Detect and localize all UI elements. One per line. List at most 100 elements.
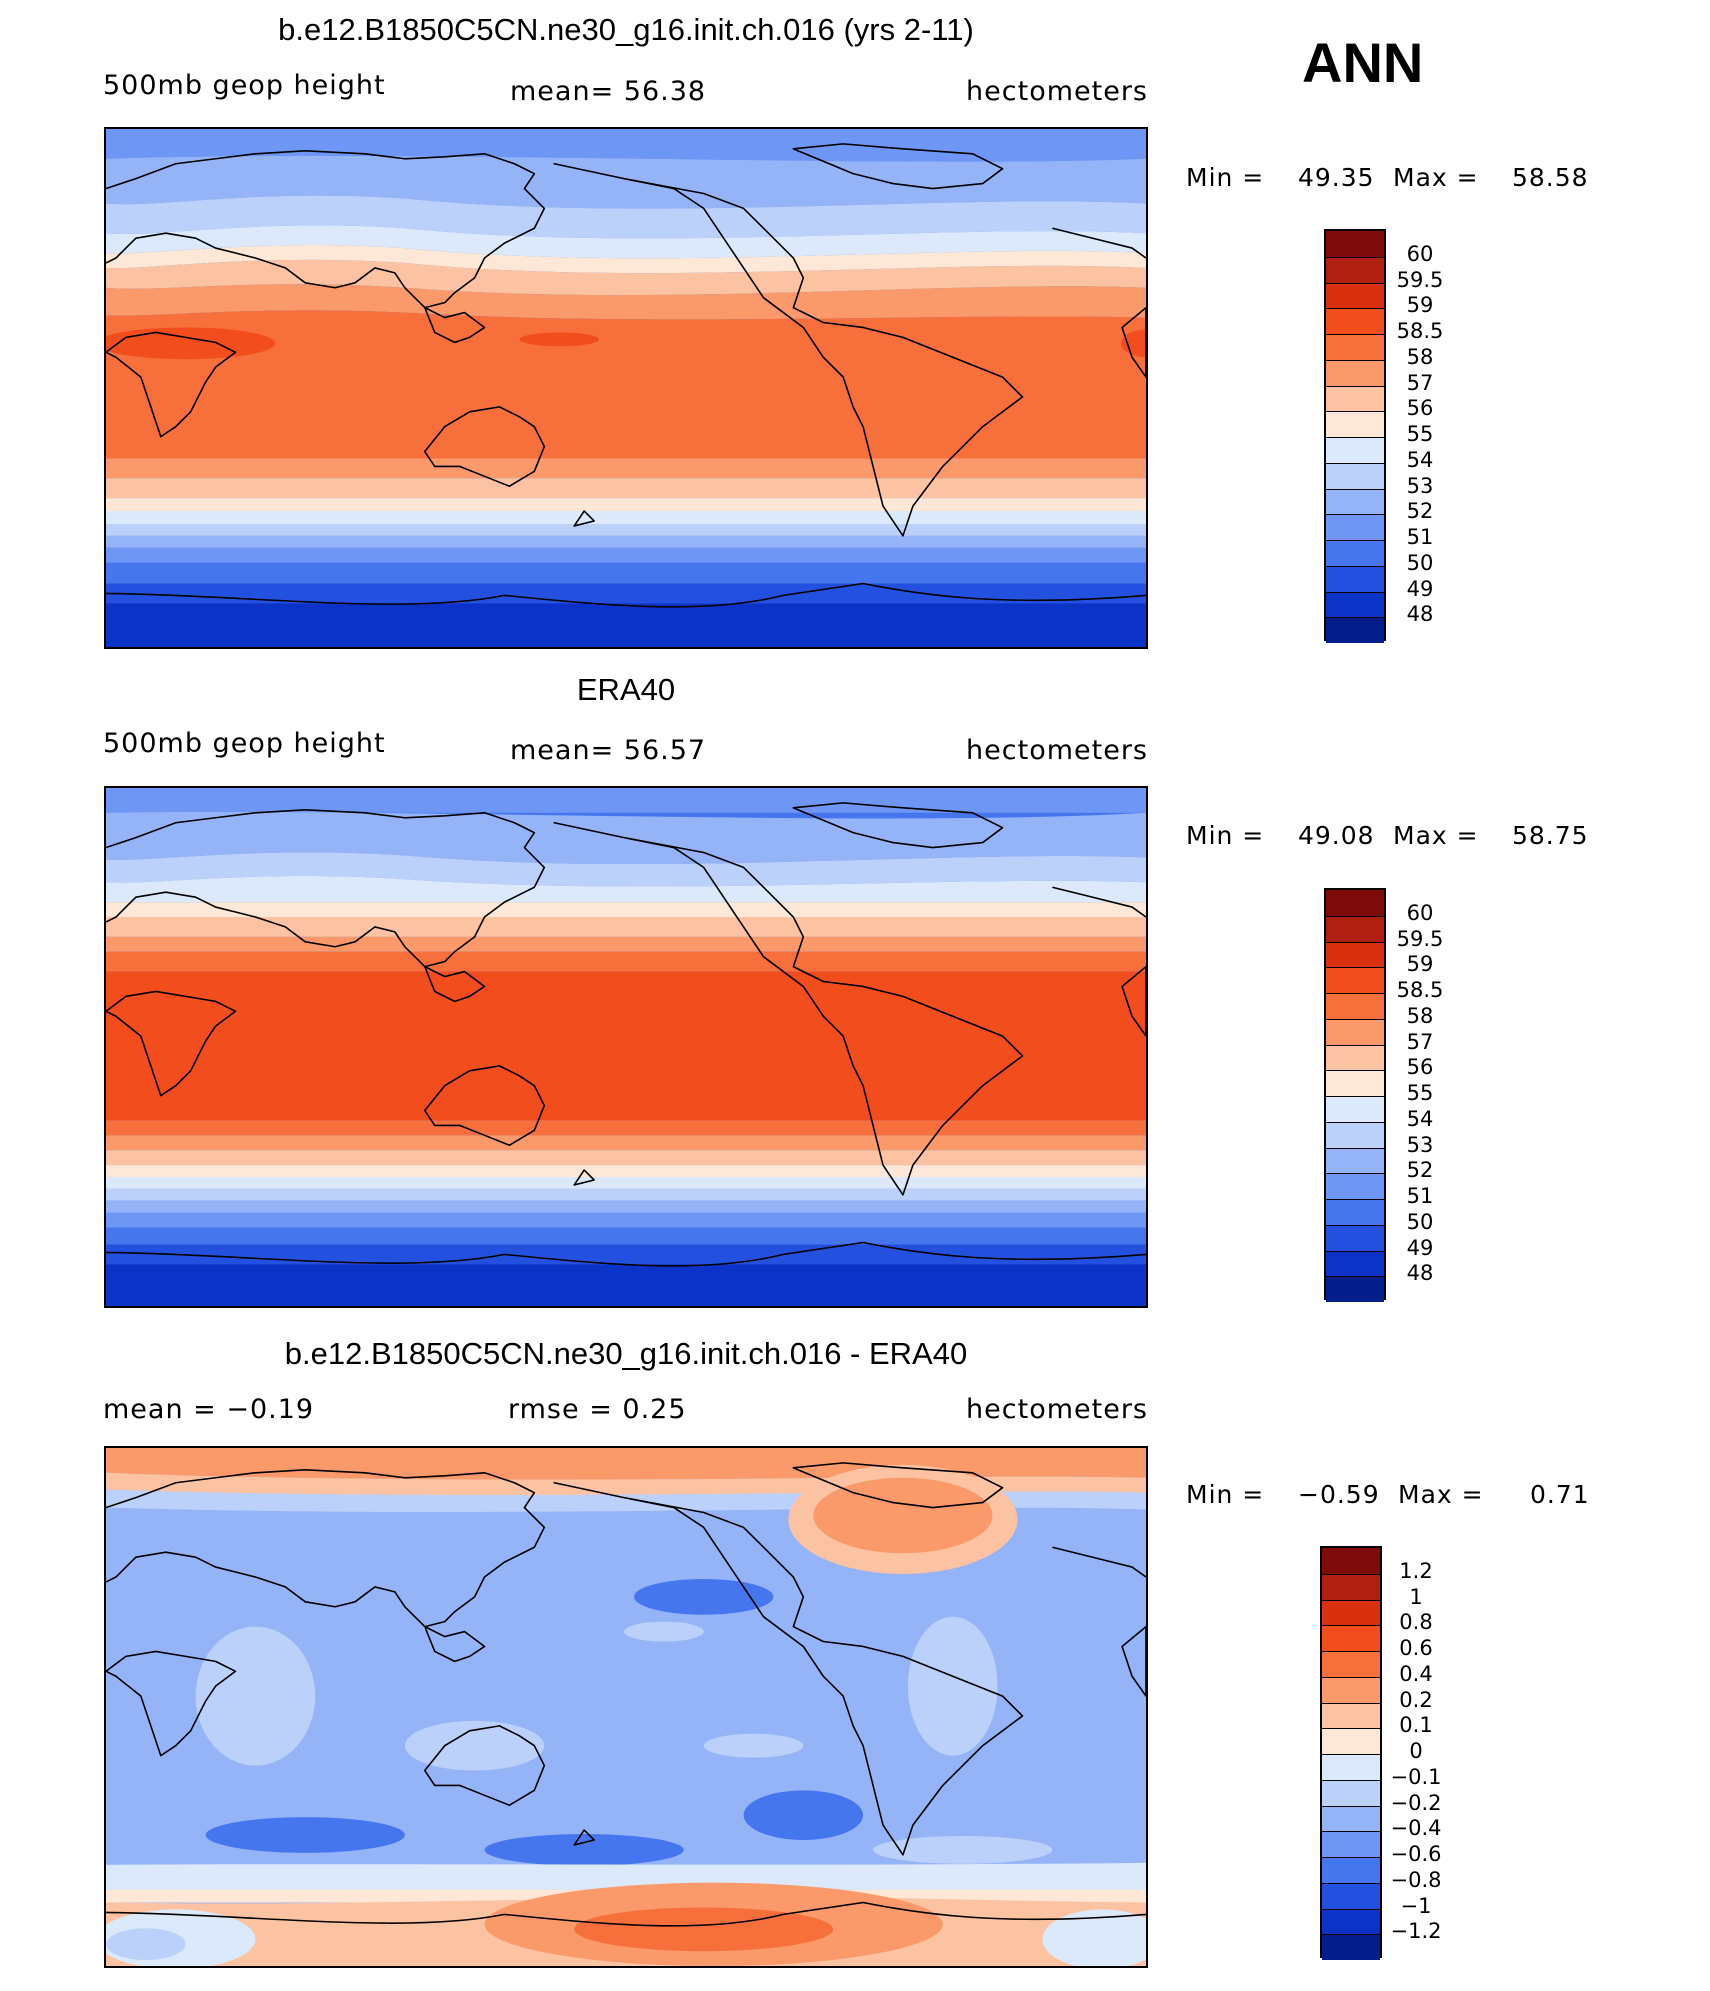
colorbar-swatch (1326, 462, 1384, 489)
colorbar-label: 58 (1406, 1003, 1434, 1028)
colorbar-swatch (1326, 1044, 1384, 1071)
panel-1-mean-label: mean= 56.38 (510, 76, 707, 107)
colorbar-swatch (1322, 1548, 1380, 1574)
colorbar-swatch (1326, 1276, 1384, 1302)
colorbar-label: 0.4 (1399, 1661, 1433, 1686)
colorbar-label: 57 (1406, 370, 1434, 395)
colorbar-swatch (1326, 993, 1384, 1019)
colorbar-label: 60 (1406, 241, 1434, 266)
panel-2-mean-label: mean= 56.57 (510, 735, 707, 766)
colorbar-swatch (1326, 437, 1384, 463)
panel-3-title: b.e12.B1850C5CN.ne30_g16.init.ch.016 - E… (284, 1336, 968, 1371)
panel-1-colorbar (1324, 229, 1386, 643)
colorbar-swatch (1326, 617, 1384, 643)
panel-1-max-label: Max = (1393, 163, 1479, 192)
panel-2-variable-label: 500mb geop height (103, 728, 386, 759)
colorbar-label: 54 (1406, 1106, 1434, 1131)
colorbar-swatch (1322, 1934, 1380, 1960)
colorbar-label: −0.6 (1390, 1842, 1442, 1866)
panel-2-min-value: 49.08 (1298, 821, 1375, 850)
panel-2-title: ERA40 (576, 672, 676, 707)
colorbar-label: 51 (1406, 525, 1434, 549)
colorbar-label: 60 (1406, 900, 1434, 925)
colorbar-swatch (1322, 1702, 1380, 1729)
panel-3-colorbar (1320, 1546, 1382, 1960)
colorbar-label: 0.6 (1399, 1636, 1433, 1660)
colorbar-label: 52 (1406, 1158, 1434, 1183)
panel-1-units-label: hectometers (966, 76, 1148, 107)
colorbar-swatch (1326, 967, 1384, 993)
colorbar-swatch (1326, 282, 1384, 309)
colorbar-swatch (1322, 1857, 1380, 1883)
colorbar-label: 49 (1406, 576, 1434, 601)
colorbar-swatch (1322, 1599, 1380, 1626)
panel-2-map (104, 786, 1148, 1308)
colorbar-swatch (1322, 1805, 1380, 1832)
colorbar-swatch (1326, 411, 1384, 437)
colorbar-label: 52 (1406, 499, 1434, 524)
colorbar-label: 59.5 (1396, 926, 1444, 951)
colorbar-label: 1 (1409, 1584, 1423, 1609)
colorbar-label: 55 (1406, 1081, 1434, 1105)
season-label: ANN (1302, 31, 1424, 94)
colorbar-swatch (1326, 591, 1384, 618)
colorbar-label: 0.8 (1399, 1610, 1433, 1635)
colorbar-label: −1.2 (1390, 1919, 1442, 1944)
colorbar-label: 56 (1406, 396, 1434, 421)
colorbar-swatch (1322, 1754, 1380, 1780)
colorbar-swatch (1322, 1728, 1380, 1754)
panel-2-colorbar (1324, 888, 1386, 1302)
colorbar-label: 55 (1406, 422, 1434, 446)
colorbar-swatch (1326, 1147, 1384, 1174)
panel-1-min-label: Min = (1186, 163, 1265, 192)
colorbar-label: 48 (1406, 1261, 1434, 1286)
panel-2-max-label: Max = (1393, 821, 1479, 850)
panel-3-max-label: Max = (1398, 1480, 1484, 1509)
colorbar-label: 53 (1406, 1132, 1434, 1157)
panel-1-max-value: 58.58 (1512, 163, 1589, 192)
colorbar-swatch (1326, 1121, 1384, 1148)
colorbar-swatch (1326, 1250, 1384, 1277)
colorbar-swatch (1326, 890, 1384, 916)
colorbar-swatch (1326, 359, 1384, 386)
colorbar-swatch (1326, 941, 1384, 968)
colorbar-label: 53 (1406, 473, 1434, 498)
colorbar-label: −0.4 (1390, 1816, 1442, 1841)
colorbar-swatch (1326, 1096, 1384, 1122)
colorbar-swatch (1322, 1882, 1380, 1909)
colorbar-label: 0.1 (1399, 1713, 1433, 1738)
colorbar-swatch (1326, 540, 1384, 566)
colorbar-swatch (1326, 1173, 1384, 1199)
colorbar-swatch (1322, 1625, 1380, 1651)
colorbar-label: 58.5 (1396, 978, 1444, 1002)
colorbar-swatch (1322, 1573, 1380, 1600)
panel-2-min-label: Min = (1186, 821, 1265, 850)
colorbar-label: 50 (1406, 1209, 1434, 1234)
panel-2-units-label: hectometers (966, 735, 1148, 766)
colorbar-label: 0.2 (1399, 1687, 1433, 1712)
colorbar-swatch (1326, 1070, 1384, 1096)
colorbar-label: −0.1 (1390, 1764, 1442, 1789)
colorbar-swatch (1326, 1199, 1384, 1225)
colorbar-label: 59 (1406, 293, 1434, 318)
colorbar-label: −1 (1400, 1893, 1432, 1918)
colorbar-label: 54 (1406, 447, 1434, 472)
colorbar-swatch (1326, 385, 1384, 412)
colorbar-label: −0.2 (1390, 1790, 1442, 1815)
panel-3-max-value: 0.71 (1530, 1480, 1590, 1509)
colorbar-label: 48 (1406, 602, 1434, 627)
colorbar-label: 56 (1406, 1055, 1434, 1080)
colorbar-swatch (1322, 1908, 1380, 1935)
colorbar-label: 59 (1406, 952, 1434, 977)
colorbar-swatch (1322, 1651, 1380, 1677)
colorbar-label: 59.5 (1396, 267, 1444, 292)
colorbar-swatch (1322, 1831, 1380, 1857)
colorbar-label: 57 (1406, 1029, 1434, 1054)
colorbar-swatch (1326, 334, 1384, 360)
panel-1-title: b.e12.B1850C5CN.ne30_g16.init.ch.016 (yr… (278, 12, 974, 47)
panel-3-mean-label: mean = −0.19 (103, 1394, 315, 1425)
colorbar-swatch (1322, 1779, 1380, 1806)
colorbar-label: 51 (1406, 1184, 1434, 1208)
colorbar-swatch (1326, 1018, 1384, 1045)
colorbar-label: 58.5 (1396, 319, 1444, 343)
